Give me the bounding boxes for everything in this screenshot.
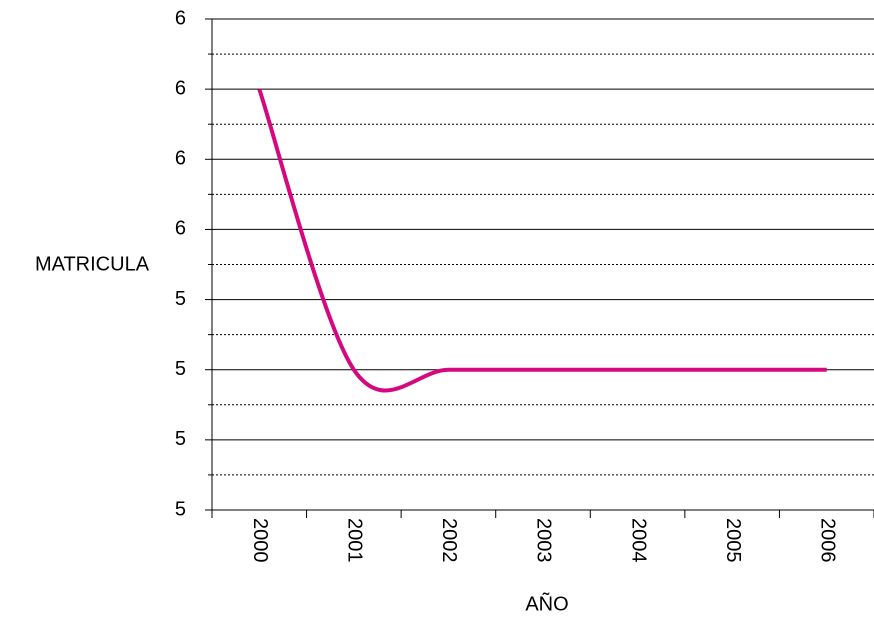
x-tick-label: 2006 [816, 518, 838, 563]
x-tick-label: 2001 [344, 518, 366, 563]
x-tick-label: 2002 [438, 518, 460, 563]
y-tick-label: 5 [175, 498, 186, 520]
line-series [257, 88, 827, 393]
x-axis-label: AÑO [525, 591, 568, 615]
x-tick-label: 2004 [627, 518, 649, 563]
x-tick-label: 2000 [249, 518, 271, 563]
y-tick-label: 5 [175, 288, 186, 310]
y-tick-label: 5 [175, 358, 186, 380]
y-tick-label: 6 [175, 148, 186, 170]
y-tick-label: 6 [175, 7, 186, 29]
x-tick-label: 2005 [722, 518, 744, 563]
y-axis-label: MATRICULA [35, 253, 150, 275]
y-tick-label: 6 [175, 77, 186, 99]
y-tick-label: 6 [175, 218, 186, 240]
y-tick-label: 5 [175, 428, 186, 450]
x-tick-label: 2003 [533, 518, 555, 563]
